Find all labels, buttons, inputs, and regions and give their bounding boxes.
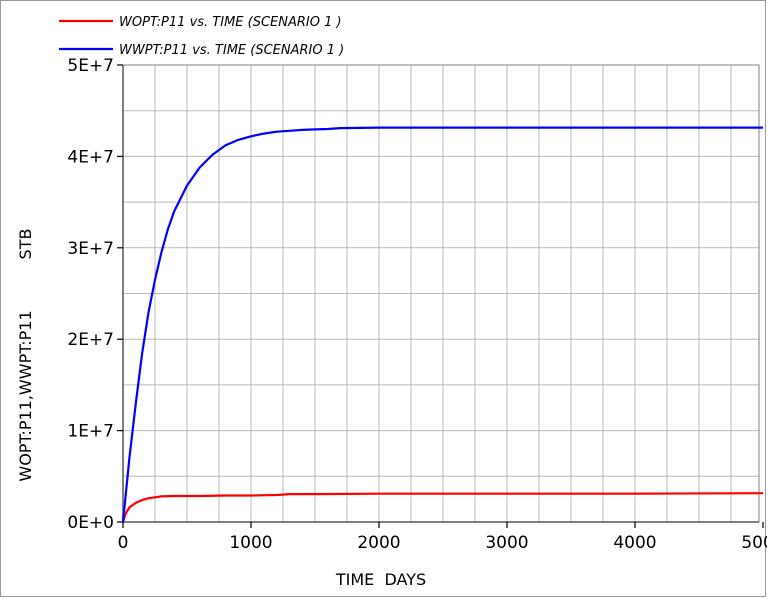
axes — [122, 64, 760, 523]
series — [121, 126, 764, 523]
x-tick-label: 2000 — [357, 533, 400, 553]
x-tick-label: 4000 — [613, 533, 656, 553]
x-axis-label: TIME DAYS — [335, 570, 426, 589]
y-ticks: 0E+0 1E+7 2E+7 3E+7 4E+7 5E+7 — [67, 56, 123, 533]
x-ticks: 0 1000 2000 3000 4000 5000 — [118, 522, 767, 553]
y-unit-label: STB — [16, 229, 35, 260]
series-line-wwpt — [121, 126, 763, 523]
legend: WOPT:P11 vs. TIME (SCENARIO 1 ) WWPT:P11 … — [59, 15, 344, 58]
grid — [122, 64, 759, 523]
x-tick-label: 3000 — [485, 533, 528, 553]
y-tick-label: 5E+7 — [67, 56, 114, 76]
legend-label-wopt: WOPT:P11 vs. TIME (SCENARIO 1 ) — [119, 15, 342, 30]
x-tick-label: 1000 — [229, 533, 272, 553]
y-tick-label: 3E+7 — [67, 239, 114, 259]
x-tick-label: 5000 — [741, 533, 767, 553]
y-axis-label: WOPT:P11,WWPT:P11 — [16, 310, 35, 481]
y-tick-label: 0E+0 — [67, 513, 114, 533]
plot-border — [122, 64, 760, 523]
series-line-wopt — [121, 492, 764, 523]
x-tick-label: 0 — [118, 533, 129, 553]
y-tick-label: 1E+7 — [67, 422, 114, 442]
legend-label-wwpt: WWPT:P11 vs. TIME (SCENARIO 1 ) — [119, 43, 344, 58]
y-tick-label: 4E+7 — [67, 147, 114, 167]
y-tick-label: 2E+7 — [67, 330, 114, 350]
